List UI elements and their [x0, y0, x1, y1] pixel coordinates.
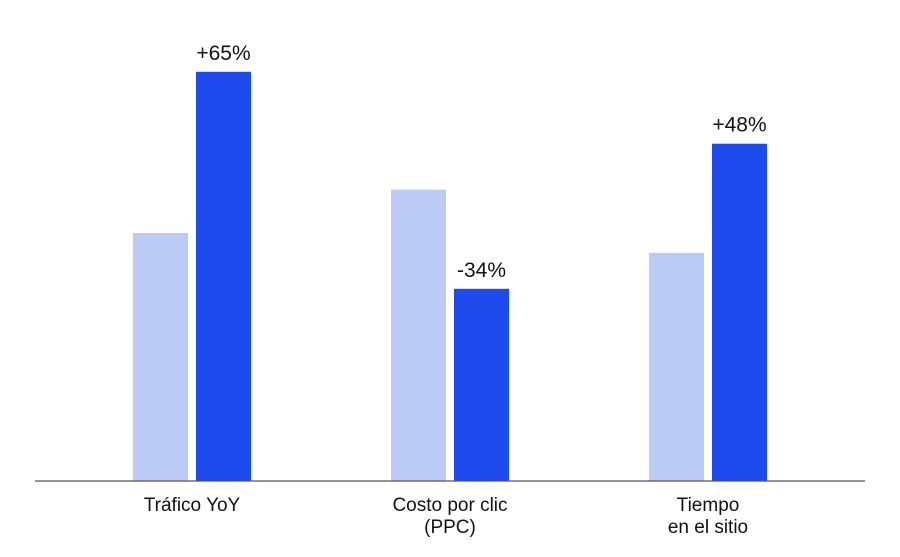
- bars-layer: [133, 71, 767, 482]
- category-label-2-line-1: en el sitio: [668, 517, 748, 538]
- data-label-0: +65%: [196, 42, 250, 65]
- data-label-1: -34%: [457, 259, 506, 282]
- data-labels-layer: +65% -34% +48%: [196, 42, 766, 282]
- bar-current-1: [454, 288, 509, 481]
- bar-current-0: [196, 71, 251, 482]
- category-label-0-line-0: Tráfico YoY: [144, 495, 241, 516]
- bar-previous-1: [391, 189, 446, 481]
- category-label-1-line-1: (PPC): [424, 517, 476, 538]
- bar-previous-2: [649, 252, 704, 481]
- category-label-1-line-0: Costo por clic: [392, 495, 507, 516]
- data-label-2: +48%: [712, 114, 766, 137]
- category-label-2-line-0: Tiempo: [677, 495, 740, 516]
- bar-previous-0: [133, 233, 188, 481]
- bar-current-2: [712, 143, 767, 481]
